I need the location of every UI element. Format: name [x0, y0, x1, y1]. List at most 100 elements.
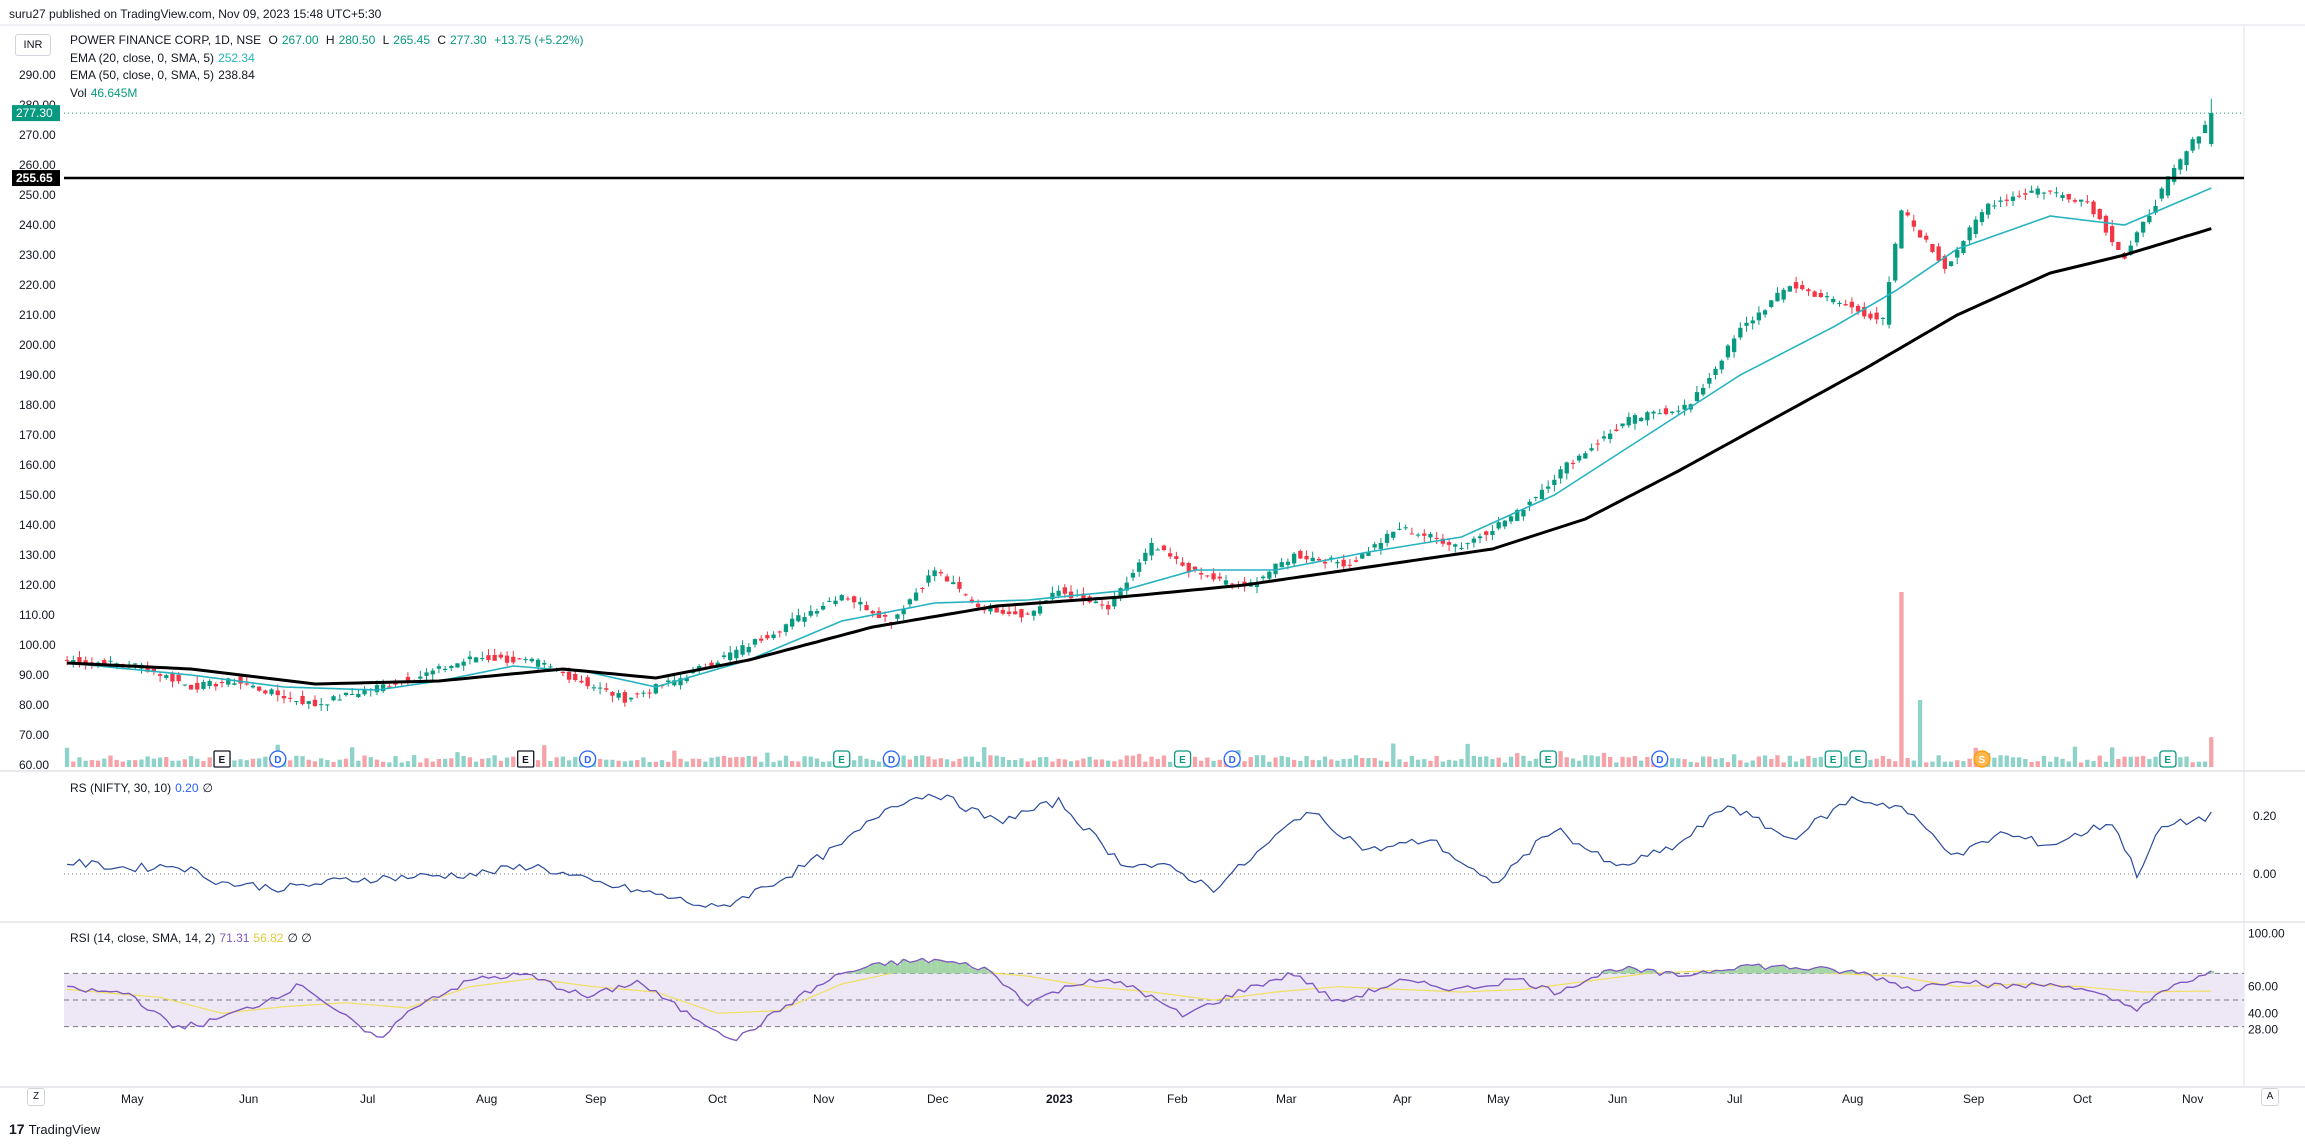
- candle-body: [1948, 261, 1954, 266]
- candle-body: [1261, 576, 1266, 579]
- candle-body: [1180, 562, 1185, 566]
- candle-body: [1031, 610, 1036, 616]
- volume-bar: [250, 758, 256, 767]
- volume-bar: [2153, 756, 2158, 767]
- candle-body: [833, 600, 838, 605]
- volume-bar: [1632, 756, 1638, 767]
- candle-body: [740, 645, 745, 655]
- volume-bar: [1422, 759, 1427, 767]
- volume-bar: [2048, 761, 2053, 767]
- zoom-button[interactable]: Z: [27, 1088, 45, 1106]
- volume-bar: [1273, 757, 1278, 767]
- candle-body: [151, 668, 156, 672]
- candle-body: [1502, 520, 1507, 527]
- candle-body: [2085, 201, 2090, 203]
- time-axis-label: May: [121, 1092, 144, 1106]
- candle-body: [1310, 557, 1315, 562]
- price-axis-tick: 220.00: [19, 278, 56, 292]
- candle-body: [1192, 566, 1198, 570]
- volume-bar: [2023, 759, 2028, 767]
- brand-name: TradingView: [28, 1121, 101, 1137]
- candle-body: [2190, 139, 2195, 151]
- candle-body: [1329, 557, 1334, 559]
- volume-bar: [1081, 758, 1086, 767]
- volume-bar: [77, 757, 82, 767]
- volume-bar: [195, 758, 200, 767]
- candle-body: [1558, 469, 1563, 479]
- volume-bar: [1112, 761, 1117, 767]
- volume-bar: [2178, 757, 2183, 767]
- volume-bar: [1304, 756, 1309, 767]
- candle-body: [715, 662, 720, 666]
- candle-body: [1316, 559, 1322, 561]
- volume-bar: [1527, 760, 1532, 767]
- volume-bar: [164, 757, 169, 767]
- candle-body: [176, 674, 181, 682]
- volume-bar: [1608, 756, 1613, 767]
- candle-body: [1360, 553, 1365, 559]
- event-marker: [1849, 750, 1867, 768]
- volume-bar: [331, 761, 336, 767]
- candle-body: [480, 658, 485, 660]
- price-axis-tick: 260.00: [19, 158, 56, 172]
- candle-body: [281, 696, 287, 699]
- time-axis-label: 2023: [1046, 1092, 1073, 1106]
- candle-body: [1521, 510, 1526, 517]
- candle-body: [461, 661, 466, 666]
- candle-body: [1322, 561, 1328, 564]
- candle-body: [374, 685, 380, 693]
- volume-bar: [1893, 761, 1898, 767]
- volume-bar: [1917, 700, 1923, 767]
- candle-body: [504, 655, 510, 663]
- volume-bar: [684, 761, 689, 767]
- volume-bar: [95, 760, 101, 767]
- rsi-axis-tick: 40.00: [2248, 1006, 2278, 1020]
- change-value: +13.75 (+5.22%): [494, 33, 584, 47]
- rs-axis-tick: 0.20: [2253, 809, 2277, 823]
- volume-bar: [461, 756, 466, 767]
- candle-body: [1645, 412, 1650, 421]
- volume-bar: [1936, 755, 1941, 767]
- candle-body: [325, 704, 330, 706]
- volume-bar: [294, 755, 299, 767]
- candle-body: [573, 674, 578, 681]
- currency-button[interactable]: INR: [15, 34, 51, 56]
- volume-bar: [1676, 758, 1681, 767]
- volume-bar: [1428, 760, 1433, 767]
- auto-scale-button[interactable]: A: [2261, 1088, 2279, 1106]
- candle-body: [951, 582, 956, 585]
- candle-body: [2165, 176, 2171, 196]
- volume-bar: [1775, 755, 1780, 767]
- candle-body: [1651, 411, 1656, 414]
- candle-body: [1769, 300, 1774, 307]
- price-axis-tick: 60.00: [19, 758, 49, 772]
- volume-bar: [1031, 760, 1036, 767]
- volume-bar: [1570, 758, 1576, 767]
- event-marker: [213, 750, 231, 768]
- tradingview-logo-icon: 17: [9, 1121, 25, 1137]
- vol-label: Vol: [70, 86, 87, 100]
- candle-body: [852, 596, 857, 603]
- candle-body: [1955, 250, 1960, 258]
- candle-body: [1161, 545, 1167, 550]
- candle-body: [356, 693, 361, 698]
- candle-body: [1273, 563, 1278, 575]
- candle-body: [802, 617, 807, 622]
- volume-bar: [1335, 760, 1340, 767]
- event-marker-label: E: [1545, 755, 1552, 766]
- volume-bar: [188, 756, 194, 767]
- candle-body: [1230, 583, 1235, 585]
- candle-body: [1013, 611, 1018, 615]
- volume-bar: [573, 756, 578, 767]
- volume-bar: [1322, 756, 1328, 767]
- volume-bar: [1199, 760, 1204, 767]
- open-value: 267.00: [281, 33, 319, 47]
- candle-body: [560, 671, 565, 674]
- candle-body: [1130, 573, 1136, 578]
- low-value: 265.45: [393, 33, 430, 47]
- candle-body: [1533, 497, 1538, 499]
- volume-bar: [2134, 756, 2140, 767]
- candle-body: [257, 686, 262, 691]
- price-axis-tick: 290.00: [19, 68, 56, 82]
